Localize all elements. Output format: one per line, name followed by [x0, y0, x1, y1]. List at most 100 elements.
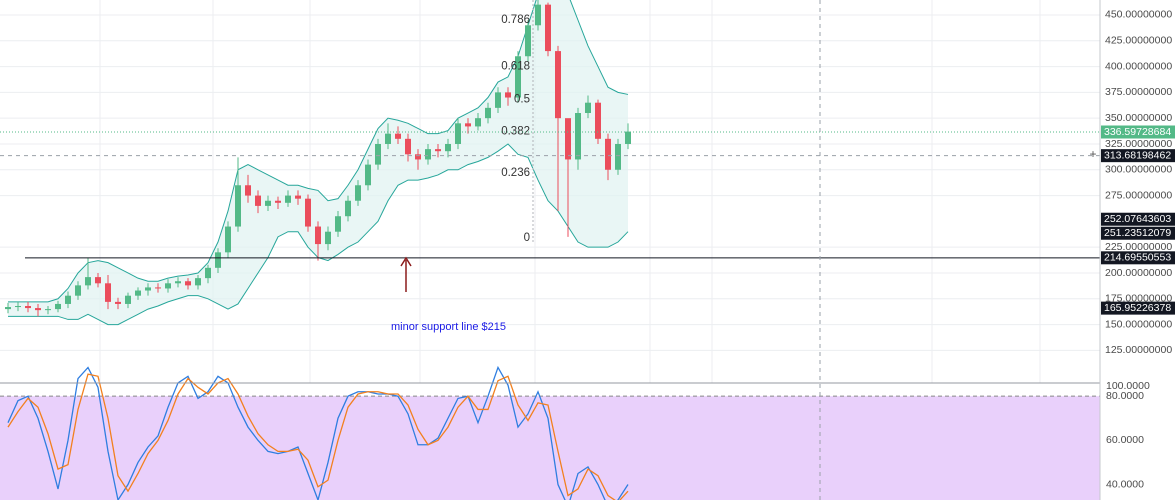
y-tick-label: 150.00000000	[1105, 318, 1172, 330]
candle-body	[615, 143, 621, 170]
candle-body	[625, 131, 631, 144]
y-tick-label: 200.00000000	[1105, 267, 1172, 279]
candle-body	[435, 149, 441, 152]
y-tick-label: 300.00000000	[1105, 164, 1172, 176]
annotation: minor support line $215	[391, 321, 506, 333]
candle-body	[305, 198, 311, 227]
y-tick-label: 450.00000000	[1105, 9, 1172, 21]
price-label-box	[1101, 125, 1175, 139]
candle-body	[365, 164, 371, 186]
fib-label: 0.618	[501, 61, 530, 73]
candle-body	[125, 295, 131, 304]
candle-body	[145, 287, 151, 291]
stoch-line	[7, 373, 629, 500]
candle-body	[105, 283, 111, 302]
candle-body	[215, 252, 221, 268]
candle-body	[395, 133, 401, 139]
candle-body	[235, 185, 241, 227]
candle-body	[195, 278, 201, 286]
y-tick-label: 275.00000000	[1105, 189, 1172, 201]
candle-body	[505, 92, 511, 98]
candle-body	[565, 118, 571, 160]
candle-body	[185, 281, 191, 286]
candle-body	[345, 200, 351, 217]
candle-body	[65, 295, 71, 304]
candle-body	[75, 285, 81, 296]
fib-label: 0.236	[501, 167, 530, 179]
candle-body	[275, 200, 281, 203]
candle-body	[45, 309, 51, 311]
candle-body	[375, 143, 381, 165]
price-pane: 0.786 0.618 0.5 0.382 0.236 0	[0, 0, 1100, 383]
price-label: 165.95226378	[1104, 302, 1171, 314]
candle-body	[135, 290, 141, 296]
y-tick-label: 40.0000	[1106, 478, 1144, 490]
y-tick-label: 425.00000000	[1105, 35, 1172, 47]
y-tick-label: 375.00000000	[1105, 86, 1172, 98]
price-label-box	[1101, 149, 1175, 163]
candle-body	[515, 56, 521, 98]
candle-body	[425, 149, 431, 160]
candle-body	[555, 51, 561, 119]
stochastic-pane	[0, 365, 1100, 500]
crosshair-icon: +	[1089, 147, 1096, 161]
candle-body	[355, 185, 361, 201]
candle-body	[115, 301, 121, 304]
price-label: 336.59728684	[1104, 126, 1171, 138]
candle-body	[225, 226, 231, 253]
y-tick-label: 100.0000	[1106, 380, 1150, 392]
candle-body	[535, 4, 541, 26]
price-label-box	[1101, 251, 1175, 265]
candle-body	[85, 277, 91, 286]
candle-body	[325, 231, 331, 245]
candle-body	[405, 138, 411, 155]
candle-body	[545, 4, 551, 52]
band-upper	[8, 0, 629, 303]
band-fill	[8, 0, 628, 325]
y-tick-label: 60.0000	[1106, 434, 1144, 446]
y-tick-label: 225.00000000	[1105, 241, 1172, 253]
candle-body	[385, 133, 391, 144]
arrow-head	[400, 256, 412, 267]
price-label-box	[1101, 226, 1175, 240]
price-label-box	[1101, 212, 1175, 226]
candle-body	[15, 306, 21, 308]
stoch-line	[7, 365, 629, 500]
price-label-box	[1101, 301, 1175, 315]
candle-body	[595, 102, 601, 139]
candle-body	[55, 303, 61, 310]
price-label: 214.69550553	[1104, 252, 1171, 264]
candle-body	[245, 185, 251, 196]
fib-label: 0.5	[514, 94, 530, 106]
candle-body	[455, 123, 461, 144]
candle-body	[605, 138, 611, 170]
candle-body	[255, 195, 261, 206]
candle-body	[495, 92, 501, 108]
y-tick-label: 350.00000000	[1105, 112, 1172, 124]
candle-body	[285, 195, 291, 203]
candle-body	[335, 216, 341, 232]
candle-body	[205, 267, 211, 279]
candle-body	[585, 102, 591, 114]
y-tick-label: 125.00000000	[1105, 344, 1172, 356]
candle-body	[575, 113, 581, 160]
candle-body	[175, 281, 181, 284]
candle-body	[525, 25, 531, 57]
price-label: 252.07643603	[1104, 213, 1171, 225]
candle-body	[475, 118, 481, 127]
fib-label: 0	[524, 232, 530, 244]
candle-body	[165, 283, 171, 289]
candle-body	[155, 287, 161, 289]
candle-body	[415, 154, 421, 160]
candle-body	[295, 195, 301, 199]
candle-body	[485, 107, 491, 119]
candle-body	[95, 277, 101, 284]
fib-label: 0.786	[501, 14, 530, 26]
y-tick-label: 400.00000000	[1105, 60, 1172, 72]
candle-body	[5, 307, 11, 310]
axis-background	[1100, 0, 1175, 500]
candle-body	[445, 143, 451, 152]
price-label: 313.68198462	[1104, 149, 1171, 161]
candle-body	[35, 308, 41, 311]
